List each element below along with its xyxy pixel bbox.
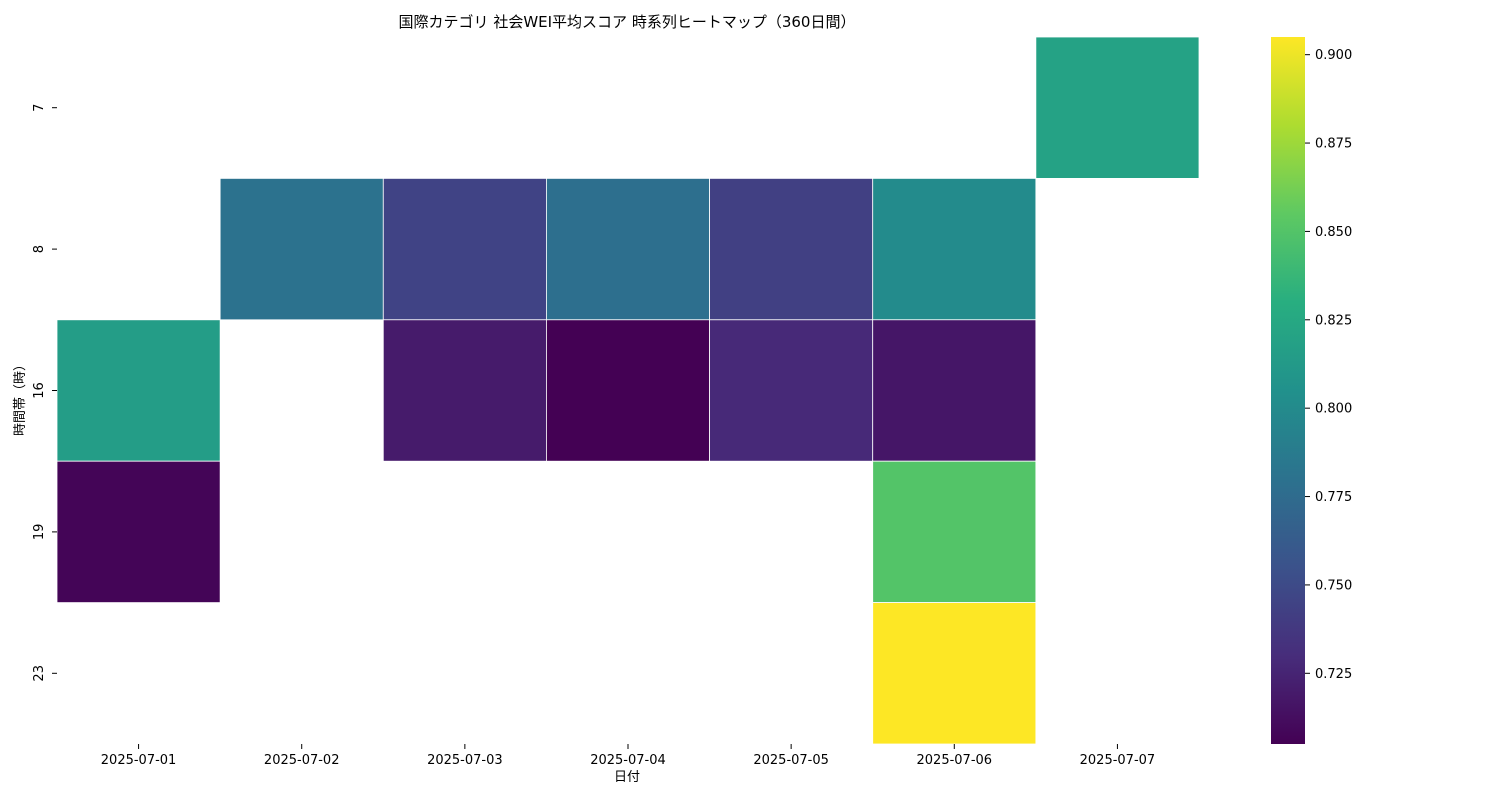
colorbar-tick-label: 0.725 bbox=[1315, 667, 1352, 682]
x-tick-label: 2025-07-01 bbox=[101, 753, 177, 768]
y-axis-label: 時間帯（時） bbox=[13, 358, 28, 436]
colorbar-tick-label: 0.850 bbox=[1315, 225, 1352, 240]
heatmap-cell-2025-07-06-h8 bbox=[872, 177, 1037, 321]
heatmap-cell-2025-07-02-h8 bbox=[219, 177, 384, 321]
heatmap-cell-2025-07-01-h19 bbox=[56, 460, 221, 604]
chart-title: 国際カテゴリ 社会WEI平均スコア 時系列ヒートマップ（360日間） bbox=[399, 13, 856, 31]
heatmap-cell-2025-07-04-h16 bbox=[546, 319, 710, 462]
colorbar-tick-label: 0.900 bbox=[1315, 48, 1352, 63]
x-tick-label: 2025-07-03 bbox=[427, 753, 503, 768]
heatmap-cell-2025-07-06-h16 bbox=[872, 319, 1037, 462]
x-tick-label: 2025-07-06 bbox=[917, 753, 993, 768]
heatmap-cell-2025-07-04-h8 bbox=[546, 177, 710, 321]
heatmap-cell-2025-07-03-h16 bbox=[382, 319, 547, 462]
heatmap-cell-2025-07-05-h16 bbox=[709, 319, 874, 462]
colorbar-ticks: 0.725 0.750 0.775 0.800 0.825 0.850 0.875 0.900 bbox=[1305, 48, 1352, 682]
x-tick-label: 2025-07-02 bbox=[264, 753, 340, 768]
heatmap-cell-2025-07-05-h8 bbox=[709, 177, 874, 321]
colorbar-tick-label: 0.825 bbox=[1315, 313, 1352, 328]
y-tick-label: 7 bbox=[32, 104, 47, 112]
colorbar-gradient bbox=[1271, 37, 1305, 744]
x-tick-label: 2025-07-07 bbox=[1080, 753, 1156, 768]
colorbar-tick-label: 0.750 bbox=[1315, 578, 1352, 593]
y-tick-label: 19 bbox=[32, 524, 47, 541]
heatmap-cell-2025-07-06-h23 bbox=[872, 602, 1037, 745]
x-axis-label: 日付 bbox=[614, 770, 640, 785]
heatmap-cell-2025-07-01-h16 bbox=[56, 319, 221, 462]
colorbar: 0.725 0.750 0.775 0.800 0.825 0.850 0.875 0.900 bbox=[1271, 37, 1352, 744]
y-tick-label: 16 bbox=[32, 382, 47, 399]
heatmap-cell-2025-07-06-h19 bbox=[872, 460, 1037, 604]
heatmap-cell-2025-07-03-h8 bbox=[382, 177, 547, 321]
x-axis-ticks: 2025-07-01 2025-07-02 2025-07-03 2025-07-04… bbox=[101, 744, 1155, 768]
y-axis-ticks: 7 8 16 19 23 bbox=[32, 104, 57, 682]
colorbar-tick-label: 0.775 bbox=[1315, 490, 1352, 505]
heatmap-cell-2025-07-07-h7 bbox=[1035, 36, 1200, 179]
y-tick-label: 8 bbox=[32, 245, 47, 253]
heatmap-cells bbox=[56, 36, 1200, 745]
x-tick-label: 2025-07-04 bbox=[590, 753, 666, 768]
colorbar-tick-label: 0.800 bbox=[1315, 402, 1352, 417]
colorbar-tick-label: 0.875 bbox=[1315, 137, 1352, 152]
y-tick-label: 23 bbox=[32, 665, 47, 682]
x-tick-label: 2025-07-05 bbox=[753, 753, 829, 768]
